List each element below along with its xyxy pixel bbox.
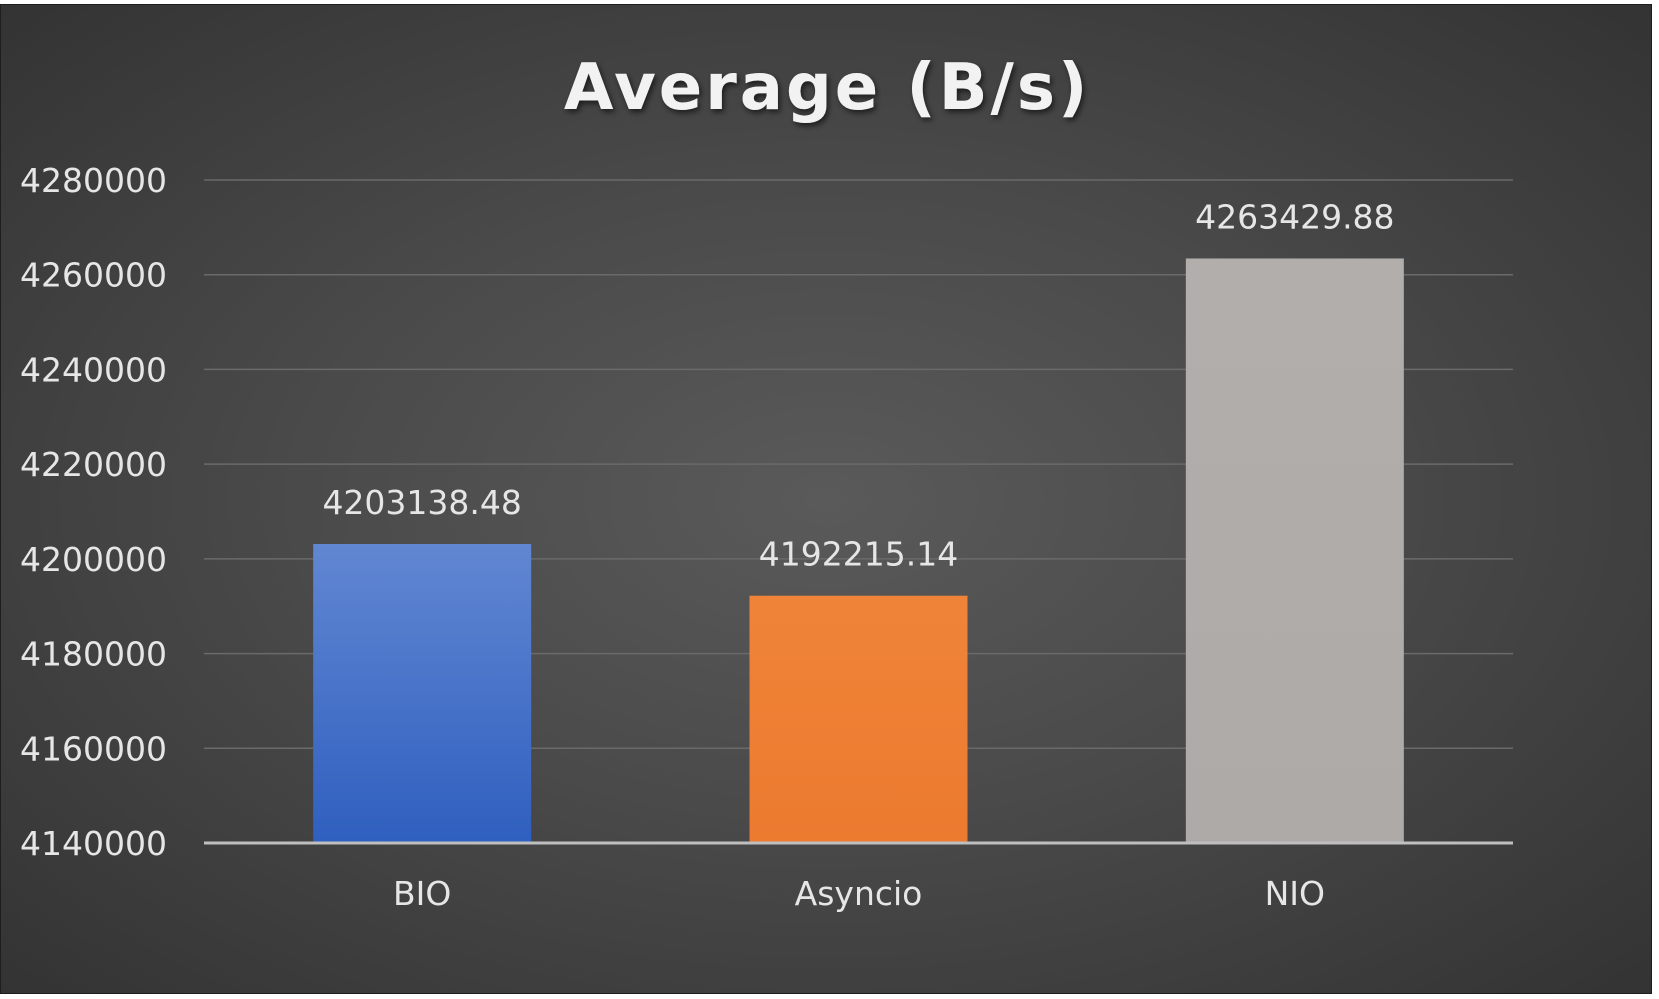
data-label: 4203138.48 <box>322 483 521 522</box>
y-tick-label: 4240000 <box>20 350 167 389</box>
y-tick-label: 4180000 <box>20 635 167 674</box>
chart-title: Average (B/s) <box>564 51 1090 125</box>
y-tick-label: 4280000 <box>20 161 167 200</box>
y-axis-ticks: 4140000 4160000 4180000 4200000 4220000 42400… <box>20 161 167 863</box>
x-axis-categories: BIO Asyncio NIO <box>393 874 1325 913</box>
x-category-label: BIO <box>393 874 451 913</box>
data-label: 4192215.14 <box>759 535 958 574</box>
chart-area: Average (B/s) 4140000 4160000 4180000 42000… <box>0 4 1652 994</box>
x-category-label: Asyncio <box>795 874 923 913</box>
y-tick-label: 4160000 <box>20 729 167 768</box>
bar-nio <box>1185 258 1404 843</box>
y-tick-label: 4140000 <box>20 824 167 863</box>
bar-asyncio <box>749 595 968 843</box>
data-label: 4263429.88 <box>1195 197 1394 236</box>
y-tick-label: 4200000 <box>20 540 167 579</box>
bar-chart: Average (B/s) 4140000 4160000 4180000 42000… <box>20 51 1513 913</box>
bar-bio <box>313 543 532 843</box>
bars <box>204 258 1513 845</box>
x-category-label: NIO <box>1265 874 1325 913</box>
y-tick-label: 4260000 <box>20 256 167 295</box>
y-tick-label: 4220000 <box>20 445 167 484</box>
data-labels: 4203138.48 4192215.14 4263429.88 <box>322 197 1394 573</box>
